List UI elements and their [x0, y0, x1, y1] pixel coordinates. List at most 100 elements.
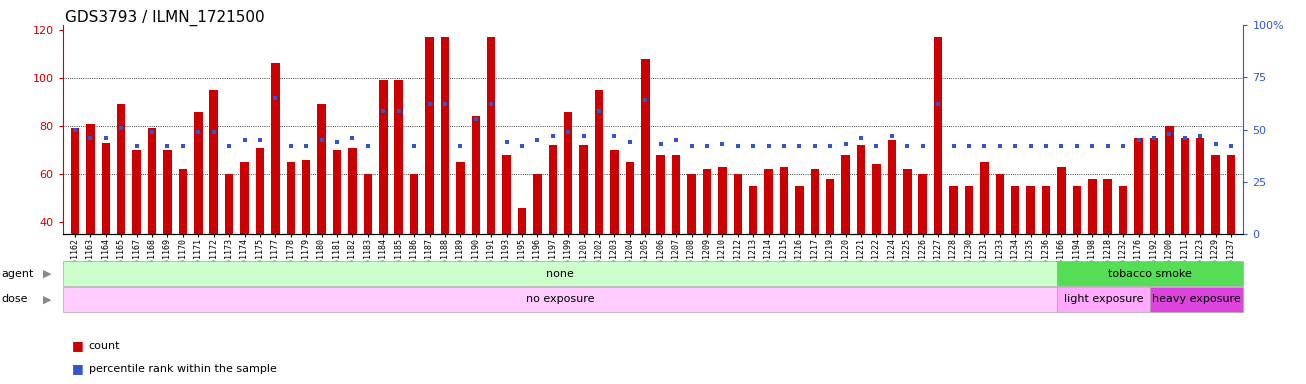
- Bar: [888, 141, 896, 234]
- Point: [789, 143, 810, 149]
- Bar: [1226, 155, 1235, 234]
- Bar: [317, 104, 326, 234]
- Bar: [1072, 186, 1081, 234]
- Bar: [857, 145, 866, 234]
- Point: [111, 124, 132, 131]
- Text: no exposure: no exposure: [525, 294, 594, 305]
- Point: [234, 137, 255, 143]
- Bar: [734, 174, 742, 234]
- Point: [1128, 137, 1149, 143]
- Bar: [195, 112, 202, 234]
- Bar: [63, 287, 1057, 312]
- Point: [388, 108, 409, 114]
- Point: [249, 137, 270, 143]
- Point: [512, 143, 533, 149]
- Point: [542, 133, 563, 139]
- Bar: [965, 186, 973, 234]
- Bar: [1151, 287, 1243, 312]
- Point: [127, 143, 148, 149]
- Point: [1020, 143, 1041, 149]
- Bar: [179, 169, 187, 234]
- Bar: [1057, 287, 1151, 312]
- Point: [682, 143, 703, 149]
- Bar: [980, 162, 989, 234]
- Point: [295, 143, 316, 149]
- Bar: [564, 112, 572, 234]
- Bar: [1165, 126, 1174, 234]
- Bar: [825, 179, 835, 234]
- Point: [188, 129, 209, 135]
- Point: [496, 139, 517, 145]
- Text: ▶: ▶: [43, 268, 51, 279]
- Point: [650, 141, 671, 147]
- Bar: [594, 90, 603, 234]
- Point: [1205, 141, 1226, 147]
- Point: [773, 143, 794, 149]
- Bar: [363, 174, 372, 234]
- Bar: [718, 167, 726, 234]
- Bar: [1088, 179, 1097, 234]
- Bar: [256, 147, 264, 234]
- Point: [326, 139, 347, 145]
- Bar: [580, 145, 588, 234]
- Bar: [471, 116, 481, 234]
- Point: [866, 143, 887, 149]
- Bar: [302, 160, 311, 234]
- Point: [1174, 135, 1195, 141]
- Point: [157, 143, 178, 149]
- Bar: [225, 174, 234, 234]
- Bar: [795, 186, 803, 234]
- Point: [404, 143, 424, 149]
- Point: [1004, 143, 1025, 149]
- Bar: [657, 155, 665, 234]
- Bar: [1149, 138, 1158, 234]
- Point: [897, 143, 918, 149]
- Point: [526, 137, 547, 143]
- Bar: [995, 174, 1004, 234]
- Point: [927, 101, 948, 108]
- Bar: [1181, 138, 1188, 234]
- Point: [1113, 143, 1134, 149]
- Point: [603, 133, 624, 139]
- Point: [759, 143, 780, 149]
- Point: [1067, 143, 1088, 149]
- Point: [558, 129, 579, 135]
- Bar: [118, 104, 125, 234]
- Point: [372, 108, 393, 114]
- Bar: [456, 162, 465, 234]
- Bar: [626, 162, 635, 234]
- Point: [218, 143, 239, 149]
- Bar: [286, 162, 295, 234]
- Bar: [902, 169, 912, 234]
- Point: [573, 133, 594, 139]
- Point: [804, 143, 825, 149]
- Point: [419, 101, 440, 108]
- Bar: [487, 37, 495, 234]
- Point: [836, 141, 857, 147]
- Point: [172, 143, 193, 149]
- Point: [449, 143, 470, 149]
- Bar: [949, 186, 957, 234]
- Bar: [86, 124, 94, 234]
- Bar: [1196, 138, 1204, 234]
- Point: [358, 143, 379, 149]
- Bar: [1057, 167, 1066, 234]
- Bar: [517, 208, 526, 234]
- Point: [1081, 143, 1102, 149]
- Bar: [872, 164, 880, 234]
- Point: [1190, 133, 1211, 139]
- Point: [696, 143, 717, 149]
- Point: [64, 127, 85, 133]
- Point: [311, 137, 332, 143]
- Point: [882, 133, 902, 139]
- Bar: [764, 169, 773, 234]
- Text: light exposure: light exposure: [1064, 294, 1143, 305]
- Point: [943, 143, 964, 149]
- Bar: [841, 155, 850, 234]
- Bar: [1104, 179, 1111, 234]
- Text: tobacco smoke: tobacco smoke: [1109, 268, 1192, 279]
- Bar: [410, 174, 418, 234]
- Text: ■: ■: [72, 362, 84, 375]
- Bar: [71, 128, 80, 234]
- Text: dose: dose: [1, 294, 27, 305]
